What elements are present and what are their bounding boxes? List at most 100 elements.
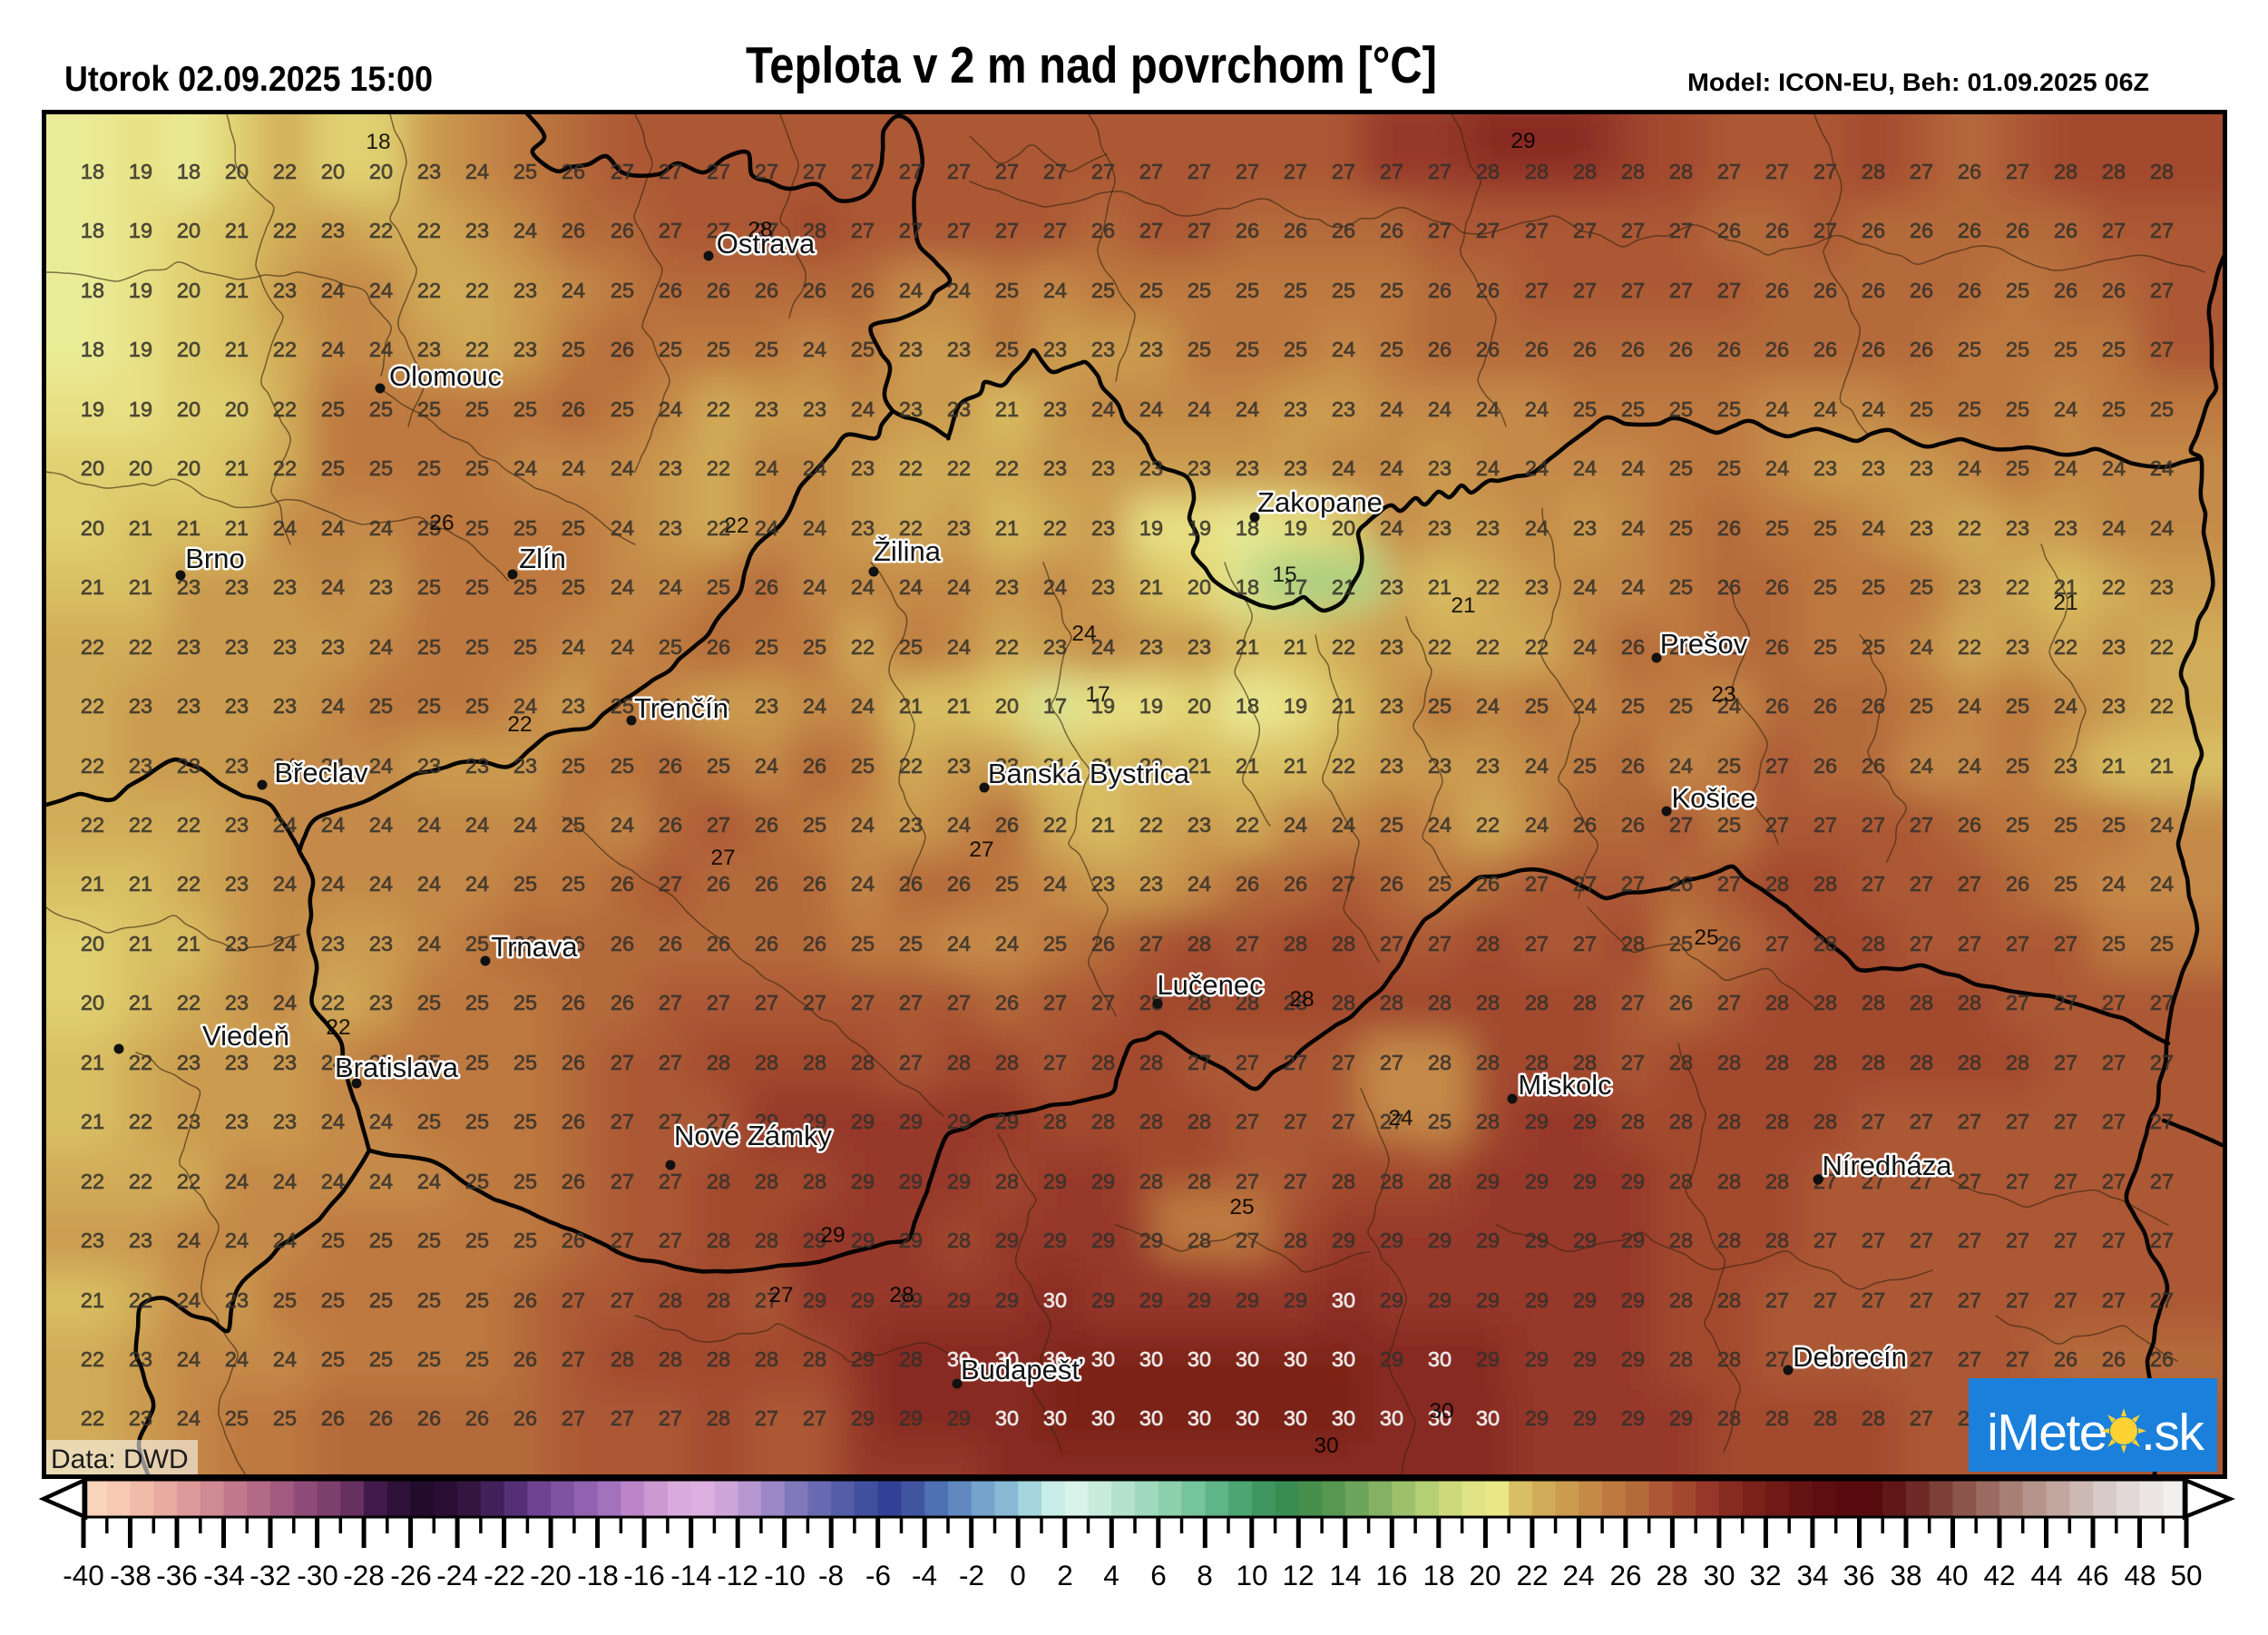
svg-text:27: 27 (851, 219, 875, 242)
svg-text:21: 21 (81, 1051, 104, 1074)
svg-text:Košice: Košice (1671, 782, 1755, 814)
svg-text:27: 27 (1621, 872, 1645, 896)
svg-text:30: 30 (1188, 1406, 1211, 1430)
svg-text:24: 24 (803, 338, 826, 361)
svg-text:25: 25 (1669, 932, 1693, 955)
svg-text:26: 26 (1910, 338, 1933, 361)
svg-text:-30: -30 (297, 1559, 338, 1591)
svg-text:24: 24 (321, 516, 345, 540)
svg-text:27: 27 (611, 1288, 634, 1312)
svg-text:27: 27 (768, 1283, 793, 1307)
svg-text:40: 40 (1936, 1559, 1968, 1591)
svg-text:-32: -32 (249, 1559, 291, 1591)
svg-text:22: 22 (707, 456, 730, 480)
svg-text:26: 26 (1862, 338, 1885, 361)
svg-text:25: 25 (417, 1347, 441, 1371)
svg-text:26: 26 (513, 932, 537, 955)
svg-text:28: 28 (1573, 1051, 1597, 1074)
svg-text:23: 23 (225, 991, 249, 1014)
svg-text:27: 27 (659, 1229, 682, 1252)
svg-text:16: 16 (1375, 1559, 1407, 1591)
svg-text:21: 21 (225, 456, 249, 480)
svg-text:27: 27 (1669, 813, 1693, 837)
svg-text:27: 27 (2054, 1170, 2077, 1193)
svg-text:46: 46 (2077, 1559, 2108, 1591)
svg-text:25: 25 (1669, 397, 1693, 421)
svg-text:27: 27 (2150, 1170, 2174, 1193)
svg-text:24: 24 (1043, 872, 1067, 896)
svg-text:23: 23 (995, 754, 1019, 778)
svg-text:26: 26 (1717, 219, 1741, 242)
svg-text:25: 25 (1380, 279, 1403, 302)
svg-text:28: 28 (707, 1288, 730, 1312)
svg-text:25: 25 (369, 1051, 393, 1074)
svg-text:24: 24 (417, 813, 441, 837)
svg-text:25: 25 (1621, 397, 1645, 421)
svg-text:28: 28 (1139, 1110, 1163, 1133)
svg-text:23: 23 (1043, 397, 1067, 421)
svg-text:23: 23 (1910, 516, 1933, 540)
svg-text:28: 28 (1188, 1170, 1211, 1193)
svg-text:26: 26 (1525, 338, 1549, 361)
svg-text:23: 23 (417, 754, 441, 778)
svg-text:22: 22 (1476, 575, 1500, 599)
svg-text:iMete: iMete (1987, 1404, 2107, 1462)
svg-text:24: 24 (273, 1229, 297, 1252)
svg-text:23: 23 (947, 397, 971, 421)
svg-text:25: 25 (1717, 397, 1741, 421)
svg-text:27: 27 (1910, 1110, 1933, 1133)
svg-text:29: 29 (899, 1229, 923, 1252)
svg-text:25: 25 (321, 1288, 345, 1312)
svg-text:28: 28 (1188, 991, 1211, 1014)
svg-text:24: 24 (1525, 754, 1549, 778)
svg-text:25: 25 (1188, 279, 1211, 302)
svg-text:27: 27 (1862, 1170, 1885, 1193)
svg-text:23: 23 (2054, 754, 2077, 778)
svg-text:19: 19 (1188, 516, 1211, 540)
svg-text:19: 19 (129, 160, 152, 183)
svg-text:28: 28 (1717, 1229, 1741, 1252)
svg-text:18: 18 (1236, 575, 1259, 599)
svg-text:27: 27 (1717, 872, 1741, 896)
svg-text:21: 21 (995, 397, 1019, 421)
svg-text:25: 25 (2006, 754, 2029, 778)
svg-text:23: 23 (2102, 694, 2126, 718)
svg-text:17: 17 (1043, 694, 1067, 718)
svg-text:29: 29 (1428, 1288, 1452, 1312)
svg-text:28: 28 (803, 1051, 826, 1074)
svg-text:27: 27 (1091, 991, 1115, 1014)
svg-text:27: 27 (899, 219, 923, 242)
svg-text:27: 27 (1139, 160, 1163, 183)
svg-text:-14: -14 (670, 1559, 712, 1591)
svg-text:27: 27 (1862, 1229, 1885, 1252)
svg-text:27: 27 (1428, 932, 1452, 955)
svg-text:-8: -8 (818, 1559, 844, 1591)
svg-text:23: 23 (1139, 635, 1163, 659)
svg-text:23: 23 (755, 397, 778, 421)
svg-text:22: 22 (1332, 635, 1355, 659)
svg-text:23: 23 (2150, 575, 2174, 599)
svg-text:28: 28 (1656, 1559, 1687, 1591)
svg-text:26: 26 (1476, 872, 1500, 896)
svg-text:27: 27 (851, 160, 875, 183)
svg-text:22: 22 (947, 456, 971, 480)
svg-text:23: 23 (1428, 754, 1452, 778)
svg-text:25: 25 (2102, 397, 2126, 421)
svg-text:22: 22 (724, 514, 748, 538)
svg-text:25: 25 (1669, 635, 1693, 659)
svg-text:25: 25 (1380, 813, 1403, 837)
svg-text:25: 25 (1717, 813, 1741, 837)
svg-text:24: 24 (273, 516, 297, 540)
svg-text:27: 27 (1043, 160, 1067, 183)
svg-text:26: 26 (2006, 872, 2029, 896)
svg-text:23: 23 (2102, 635, 2126, 659)
svg-text:26: 26 (1380, 872, 1403, 896)
svg-text:26: 26 (803, 279, 826, 302)
svg-text:25: 25 (611, 279, 634, 302)
svg-text:23: 23 (1284, 456, 1307, 480)
svg-text:24: 24 (1091, 397, 1115, 421)
svg-text:21: 21 (1332, 694, 1355, 718)
svg-text:30: 30 (1236, 1406, 1259, 1430)
svg-text:26: 26 (429, 511, 454, 535)
svg-text:23: 23 (369, 575, 393, 599)
